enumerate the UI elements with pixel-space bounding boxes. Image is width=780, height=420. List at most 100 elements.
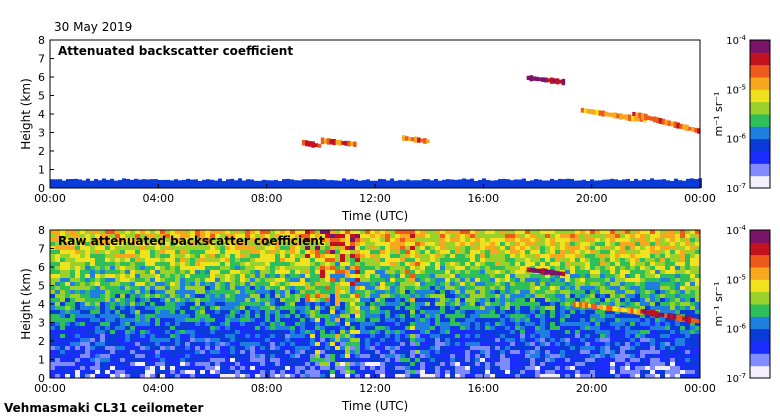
heatmap-cell: [420, 302, 425, 306]
heatmap-cell: [560, 282, 565, 286]
surface-layer-cell: [226, 179, 230, 188]
heatmap-cell: [165, 254, 170, 258]
y-tick-label: 5: [38, 90, 45, 103]
heatmap-cell: [330, 286, 335, 290]
heatmap-cell: [275, 250, 280, 254]
heatmap-cell: [170, 358, 175, 362]
heatmap-cell: [580, 254, 585, 258]
heatmap-cell: [160, 310, 165, 314]
heatmap-cell: [590, 370, 595, 374]
heatmap-cell: [575, 342, 580, 346]
heatmap-cell: [90, 366, 95, 370]
heatmap-cell: [665, 246, 670, 250]
heatmap-cell: [655, 346, 660, 350]
heatmap-cell: [195, 334, 200, 338]
heatmap-cell: [80, 266, 85, 270]
heatmap-cell: [250, 262, 255, 266]
heatmap-cell: [325, 342, 330, 346]
heatmap-cell: [150, 370, 155, 374]
heatmap-cell: [545, 254, 550, 258]
heatmap-cell: [595, 250, 600, 254]
heatmap-cell: [230, 262, 235, 266]
heatmap-cell: [265, 318, 270, 322]
heatmap-cell: [430, 234, 435, 238]
heatmap-cell: [630, 302, 635, 306]
heatmap-cell: [105, 234, 110, 238]
heatmap-cell: [125, 330, 130, 334]
heatmap-cell: [435, 290, 440, 294]
heatmap-cell: [550, 274, 555, 278]
heatmap-cell: [420, 326, 425, 330]
heatmap-cell: [380, 354, 385, 358]
heatmap-cell: [315, 310, 320, 314]
heatmap-cell: [155, 250, 160, 254]
heatmap-cell: [575, 318, 580, 322]
heatmap-cell: [565, 282, 570, 286]
heatmap-cell: [380, 246, 385, 250]
heatmap-cell: [395, 242, 400, 246]
surface-layer-cell: [54, 179, 58, 188]
heatmap-cell: [590, 270, 595, 274]
heatmap-cell: [485, 294, 490, 298]
heatmap-cell: [420, 250, 425, 254]
heatmap-cell: [135, 362, 140, 366]
heatmap-cell: [570, 294, 575, 298]
heatmap-cell: [400, 354, 405, 358]
heatmap-cell: [305, 282, 310, 286]
heatmap-cell: [235, 346, 240, 350]
heatmap-cell: [185, 366, 190, 370]
heatmap-cell: [620, 242, 625, 246]
surface-layer-cell: [58, 179, 62, 188]
heatmap-cell: [430, 374, 435, 378]
heatmap-cell: [80, 246, 85, 250]
heatmap-cell: [435, 238, 440, 242]
heatmap-cell: [470, 270, 475, 274]
heatmap-cell: [615, 254, 620, 258]
heatmap-cell: [485, 330, 490, 334]
heatmap-cell: [115, 322, 120, 326]
heatmap-cell: [420, 310, 425, 314]
heatmap-cell: [185, 286, 190, 290]
heatmap-cell: [195, 242, 200, 246]
heatmap-cell: [575, 374, 580, 378]
heatmap-cell: [620, 250, 625, 254]
heatmap-cell: [245, 262, 250, 266]
heatmap-cell: [370, 302, 375, 306]
heatmap-cell: [560, 362, 565, 366]
heatmap-cell: [135, 242, 140, 246]
heatmap-cell: [375, 302, 380, 306]
heatmap-cell: [255, 334, 260, 338]
heatmap-cell: [605, 258, 610, 262]
heatmap-cell: [125, 266, 130, 270]
colorbar-tick-label: 10-5: [726, 83, 746, 96]
heatmap-cell: [635, 334, 640, 338]
heatmap-cell: [570, 274, 575, 278]
heatmap-cell: [165, 374, 170, 378]
heatmap-cell: [120, 278, 125, 282]
heatmap-cell: [525, 282, 530, 286]
heatmap-cell: [360, 234, 365, 238]
heatmap-cell: [145, 366, 150, 370]
heatmap-cell: [630, 346, 635, 350]
heatmap-cell: [420, 262, 425, 266]
surface-layer-cell: [674, 178, 678, 188]
heatmap-cell: [260, 270, 265, 274]
heatmap-cell: [435, 318, 440, 322]
heatmap-cell: [620, 362, 625, 366]
heatmap-cell: [65, 374, 70, 378]
heatmap-cell: [150, 294, 155, 298]
heatmap-cell: [665, 242, 670, 246]
heatmap-cell: [505, 298, 510, 302]
heatmap-cell: [50, 286, 55, 290]
heatmap-cell: [155, 338, 160, 342]
heatmap-cell: [240, 374, 245, 378]
heatmap-cell: [475, 306, 480, 310]
heatmap-cell: [255, 366, 260, 370]
heatmap-cell: [345, 242, 350, 246]
heatmap-cell: [470, 362, 475, 366]
heatmap-cell: [365, 262, 370, 266]
heatmap-cell: [500, 262, 505, 266]
heatmap-cell: [450, 254, 455, 258]
heatmap-cell: [60, 234, 65, 238]
heatmap-cell: [405, 318, 410, 322]
